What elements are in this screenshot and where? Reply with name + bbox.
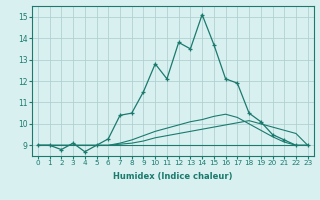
X-axis label: Humidex (Indice chaleur): Humidex (Indice chaleur) (113, 172, 233, 181)
